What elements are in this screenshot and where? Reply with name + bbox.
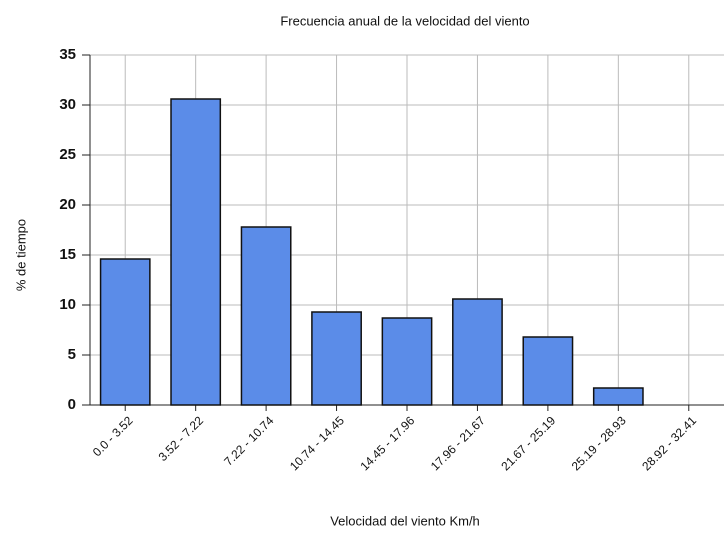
x-tick-label: 10.74 - 14.45 — [287, 413, 347, 473]
bar — [311, 311, 362, 406]
x-tick-label: 14.45 - 17.96 — [357, 413, 417, 473]
chart-title: Frecuencia anual de la velocidad del vie… — [280, 13, 529, 28]
x-tick-label: 3.52 - 7.22 — [156, 413, 207, 464]
y-tick-label: 20 — [59, 196, 76, 213]
bar — [240, 226, 292, 406]
x-tick-label: 0.0 - 3.52 — [90, 413, 136, 459]
y-axis-label: % de tiempo — [13, 219, 28, 291]
y-tick-label: 35 — [59, 46, 76, 63]
bar — [170, 98, 222, 406]
x-axis-label: Velocidad del viento Km/h — [330, 513, 480, 528]
bar — [99, 258, 151, 406]
y-tick-label: 25 — [59, 146, 76, 163]
bar — [592, 387, 644, 406]
bar — [381, 317, 433, 406]
x-tick-label: 28.92 - 32.41 — [639, 413, 699, 473]
y-tick-label: 0 — [68, 396, 76, 413]
y-tick-label: 15 — [59, 246, 76, 263]
bar — [522, 336, 574, 406]
x-tick-label: 17.96 - 21.67 — [428, 413, 488, 473]
y-tick-label: 30 — [59, 96, 76, 113]
y-tick-label: 5 — [68, 346, 76, 363]
x-tick-label: 21.67 - 25.19 — [498, 413, 558, 473]
x-tick-label: 25.19 - 28.93 — [569, 413, 629, 473]
x-tick-label: 7.22 - 10.74 — [221, 413, 276, 468]
bar — [452, 298, 503, 406]
y-tick-label: 10 — [59, 296, 76, 313]
